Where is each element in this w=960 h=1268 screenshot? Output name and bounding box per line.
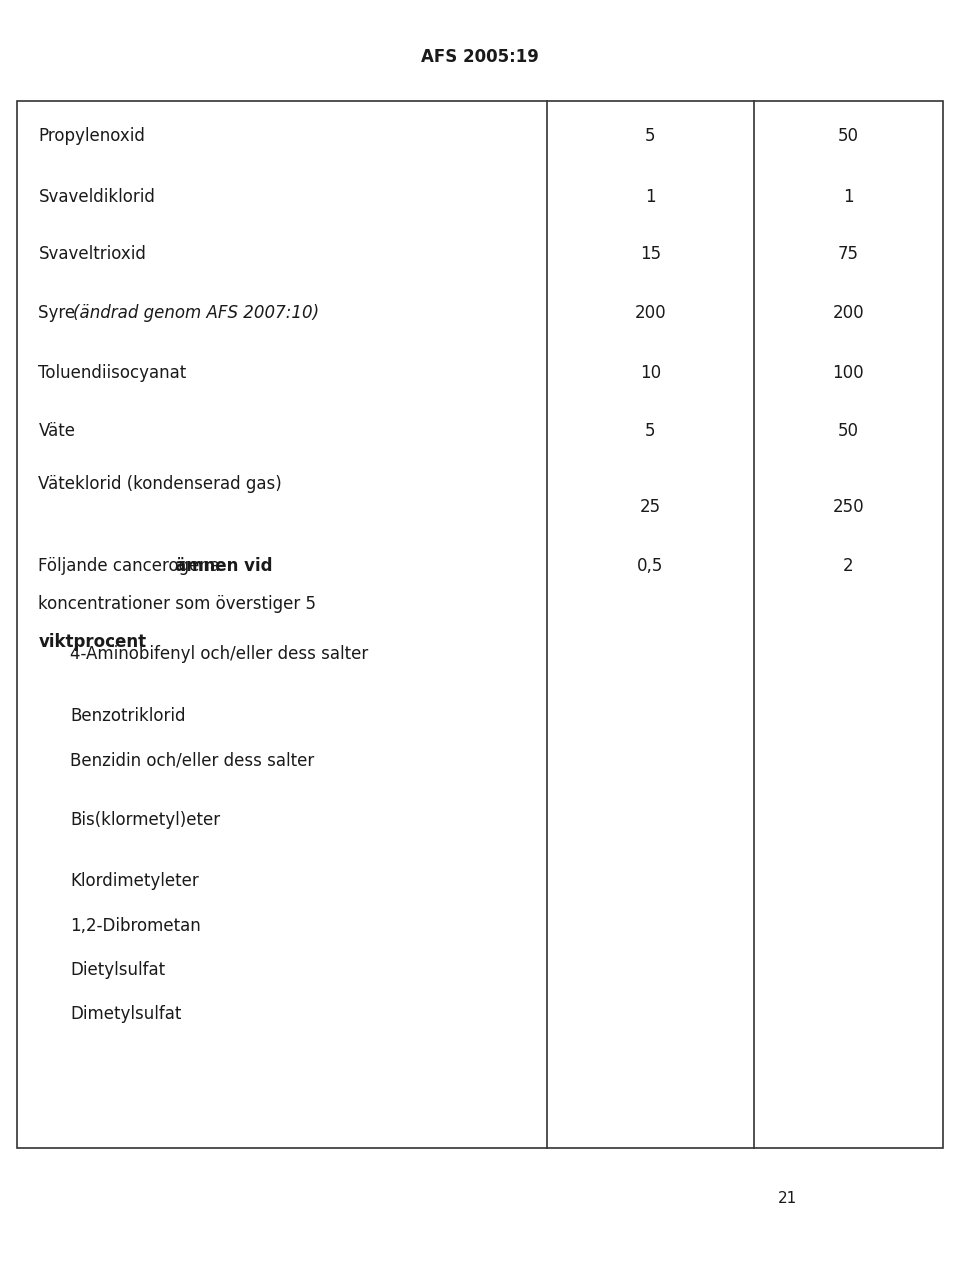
Text: Syre: Syre [38,304,81,322]
Text: (ändrad genom AFS 2007:10): (ändrad genom AFS 2007:10) [73,304,319,322]
Text: Benzotriklorid: Benzotriklorid [70,708,185,725]
Text: 1: 1 [843,188,853,205]
Text: Benzidin och/eller dess salter: Benzidin och/eller dess salter [70,752,314,770]
Text: 15: 15 [639,245,661,262]
Text: 1: 1 [645,188,656,205]
Text: Följande cancerogena: Följande cancerogena [38,557,226,574]
Text: Bis(klormetyl)eter: Bis(klormetyl)eter [70,812,220,829]
Text: 10: 10 [639,364,661,382]
Text: Svaveltrioxid: Svaveltrioxid [38,245,146,262]
Text: 50: 50 [838,422,858,440]
Text: 50: 50 [838,127,858,145]
Text: Väteklorid (kondenserad gas): Väteklorid (kondenserad gas) [38,476,282,493]
Text: Dimetylsulfat: Dimetylsulfat [70,1006,181,1023]
Text: 2: 2 [843,557,853,574]
Text: 21: 21 [778,1191,797,1206]
Text: :: : [110,633,116,650]
Text: Propylenoxid: Propylenoxid [38,127,145,145]
Text: Toluendiisocyanat: Toluendiisocyanat [38,364,186,382]
Text: Dietylsulfat: Dietylsulfat [70,961,165,979]
Text: 5: 5 [645,422,656,440]
Text: koncentrationer som överstiger 5: koncentrationer som överstiger 5 [38,595,317,612]
Text: AFS 2005:19: AFS 2005:19 [421,48,539,66]
Text: 100: 100 [832,364,864,382]
Text: Väte: Väte [38,422,76,440]
Text: 200: 200 [635,304,666,322]
Text: 25: 25 [639,498,661,516]
Text: ämnen vid: ämnen vid [176,557,273,574]
Text: 5: 5 [645,127,656,145]
Text: 0,5: 0,5 [637,557,663,574]
Text: 250: 250 [832,498,864,516]
Text: 1,2-Dibrometan: 1,2-Dibrometan [70,917,201,935]
Text: 200: 200 [832,304,864,322]
Text: 75: 75 [838,245,858,262]
Text: Klordimetyleter: Klordimetyleter [70,872,199,890]
Text: viktprocent: viktprocent [38,633,147,650]
Text: 4-Aminobifenyl och/eller dess salter: 4-Aminobifenyl och/eller dess salter [70,645,369,663]
Text: Svaveldiklorid: Svaveldiklorid [38,188,156,205]
